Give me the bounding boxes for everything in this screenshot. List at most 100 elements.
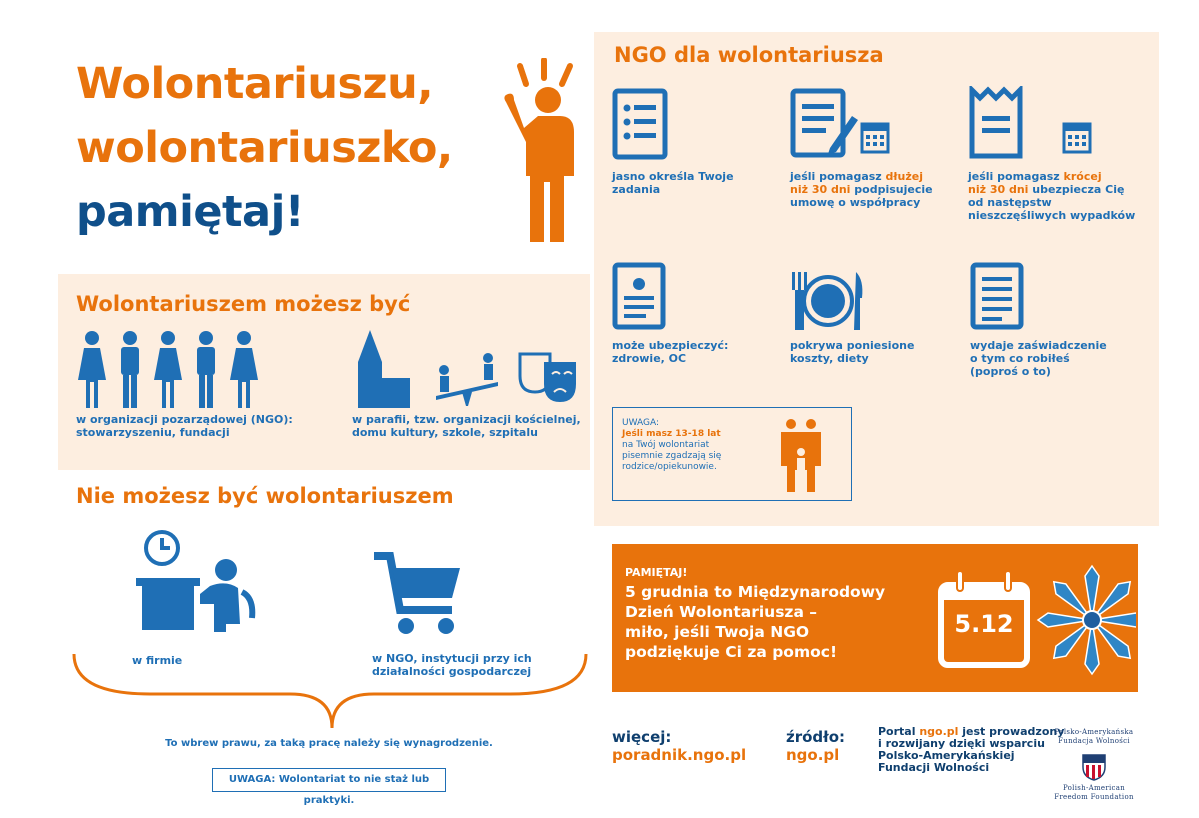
foundation-logo-pl-line-2: Fundacja Wolności xyxy=(1058,737,1130,745)
remember-line-1: 5 grudnia to Międzynarodowy xyxy=(625,583,886,601)
headline-line-3: pamiętaj! xyxy=(76,187,304,237)
more-info: więcej: poradnik.ngo.pl xyxy=(612,728,746,764)
ngo-item-insurance: jeśli pomagasz krócej niż 30 dni ubezpie… xyxy=(968,170,1135,222)
ngo-item-tasks-line-2: zadania xyxy=(612,183,661,196)
portal-info: Portal ngo.pl jest prowadzony i rozwijan… xyxy=(878,726,1064,774)
certificate-icon xyxy=(970,262,1024,330)
ngo-item-costs-line-2: koszty, diety xyxy=(790,352,869,365)
headline: Wolontariuszu, wolontariuszko, pamiętaj! xyxy=(76,52,453,244)
shopping-cart-icon xyxy=(374,552,460,634)
ngo-business-line-1: w NGO, instytucji przy ich xyxy=(372,652,532,665)
ngo-business-line-2: działalności gospodarczej xyxy=(372,665,532,678)
cannot-be-title: Nie możesz być wolontariuszem xyxy=(76,484,454,508)
ngo-item-contract-highlight: dłużej xyxy=(885,170,923,183)
remember-banner: PAMIĘTAJ! 5 grudnia to Międzynarodowy Dz… xyxy=(612,544,1138,692)
foundation-logo-en: Polish-American Freedom Foundation xyxy=(1044,784,1144,802)
ngo-item-insurance-text-c: od następstw xyxy=(968,196,1052,209)
ngo-item-insurance-text-b: ubezpiecza Cię xyxy=(1028,183,1125,196)
foundation-logo-en-line-2: Freedom Foundation xyxy=(1054,793,1134,801)
ngo-item-contract: jeśli pomagasz dłużej niż 30 dni podpisu… xyxy=(790,170,933,209)
headline-line-2: wolontariuszko, xyxy=(76,123,453,173)
minors-note-title: UWAGA: xyxy=(622,418,659,428)
more-link[interactable]: poradnik.ngo.pl xyxy=(612,746,747,764)
source-label: źródło: xyxy=(786,728,846,746)
ngo-item-certificate-line-1: wydaje zaświadczenie xyxy=(970,339,1107,352)
ngo-item-contract-text-a: jeśli pomagasz xyxy=(790,170,886,183)
theatre-masks-icon xyxy=(518,352,576,402)
ngo-item-contract-text-c: umowę o współpracy xyxy=(790,196,921,209)
ngo-item-tasks-line-1: jasno określa Twoje xyxy=(612,170,734,183)
portal-line-4: Fundacji Wolności xyxy=(878,761,990,774)
minors-note-highlight: Jeśli masz 13-18 lat xyxy=(622,429,721,439)
seesaw-icon xyxy=(436,353,498,406)
ngo-item-certificate-line-2: o tym co robiłeś xyxy=(970,352,1070,365)
remember-label: PAMIĘTAJ! xyxy=(625,566,688,579)
church-icon xyxy=(358,330,410,408)
ngo-item-insurance-text-a: jeśli pomagasz xyxy=(968,170,1064,183)
source-link[interactable]: ngo.pl xyxy=(786,746,840,764)
portal-text-a: Portal xyxy=(878,725,920,738)
ngo-item-health: może ubezpieczyć: zdrowie, OC xyxy=(612,339,728,365)
foundation-logo-pl-line-1: Polsko-Amerykańska xyxy=(1054,728,1134,736)
ngo-item-health-line-2: zdrowie, OC xyxy=(612,352,687,365)
law-note: To wbrew prawu, za taką pracę należy się… xyxy=(165,738,493,749)
minors-note-line-4: rodzice/opiekunowie. xyxy=(622,462,717,472)
brace-divider xyxy=(72,653,588,729)
office-worker-icon xyxy=(136,530,256,632)
can-be-parish-line-1: w parafii, tzw. organizacji kościelnej, xyxy=(352,413,581,426)
foundation-emblem-icon xyxy=(1082,754,1106,781)
source-info: źródło: ngo.pl xyxy=(786,728,845,764)
ngo-item-insurance-highlight: krócej xyxy=(1063,170,1102,183)
calendar-date: 5.12 xyxy=(954,610,1014,638)
volunteer-figure-icon xyxy=(504,58,574,242)
ngo-item-costs: pokrywa poniesione koszty, diety xyxy=(790,339,914,365)
ngo-panel xyxy=(594,32,1159,526)
ngo-item-tasks: jasno określa Twoje zadania xyxy=(612,170,734,196)
internship-note: UWAGA: Wolontariat to nie staż lub prakt… xyxy=(212,768,446,806)
ngo-item-insurance-text-d: nieszczęśliwych wypadków xyxy=(968,209,1136,222)
can-be-parish-text: w parafii, tzw. organizacji kościelnej, … xyxy=(352,413,581,439)
remember-text: 5 grudnia to Międzynarodowy Dzień Wolont… xyxy=(625,582,885,662)
minors-note-line-2: na Twój wolontariat xyxy=(622,440,710,450)
ngo-item-certificate: wydaje zaświadczenie o tym co robiłeś (p… xyxy=(970,339,1107,378)
contract-icon xyxy=(790,88,890,158)
portal-text-b: jest prowadzony xyxy=(958,725,1065,738)
firm-label: w firmie xyxy=(132,654,183,667)
ngo-item-costs-line-1: pokrywa poniesione xyxy=(790,339,915,352)
task-list-icon xyxy=(612,88,668,160)
ngo-item-contract-text-b: podpisujecie xyxy=(850,183,933,196)
calendar-header xyxy=(944,588,1024,600)
ngo-title: NGO dla wolontariusza xyxy=(614,43,884,67)
remember-line-2: Dzień Wolontariusza – xyxy=(625,603,818,621)
health-document-icon xyxy=(612,262,666,330)
can-be-title: Wolontariuszem możesz być xyxy=(76,292,411,316)
headline-line-1: Wolontariuszu, xyxy=(76,59,434,109)
remember-line-4: podziękuje Ci za pomoc! xyxy=(625,643,838,661)
can-be-panel xyxy=(58,274,590,470)
more-label: więcej: xyxy=(612,728,672,746)
foundation-logo-pl: Polsko-Amerykańska Fundacja Wolności xyxy=(1044,728,1144,746)
ngo-item-contract-highlight-2: niż 30 dni xyxy=(790,183,851,196)
parents-child-icon xyxy=(781,419,821,492)
portal-line-2: i rozwijany dzięki wsparciu xyxy=(878,737,1045,750)
foundation-logo-en-line-1: Polish-American xyxy=(1062,784,1126,792)
ngo-item-health-line-1: może ubezpieczyć: xyxy=(612,339,729,352)
plate-cutlery-icon xyxy=(792,272,863,330)
calendar-ring-left xyxy=(956,570,964,592)
remember-line-3: miło, jeśli Twoja NGO xyxy=(625,623,810,641)
ngo-item-insurance-highlight-2: niż 30 dni xyxy=(968,183,1029,196)
can-be-ngo-line-1: w organizacji pozarządowej (NGO): xyxy=(76,413,293,426)
portal-link[interactable]: ngo.pl xyxy=(919,725,959,738)
can-be-parish-line-2: domu kultury, szkole, szpitalu xyxy=(352,426,538,439)
portal-line-3: Polsko-Amerykańskiej xyxy=(878,749,1015,762)
insurance-document-icon xyxy=(969,86,1092,159)
minors-note-line-3: pisemnie zgadzają się xyxy=(622,451,722,461)
minors-note-box: UWAGA: Jeśli masz 13-18 lat na Twój wolo… xyxy=(612,407,852,501)
can-be-ngo-line-2: stowarzyszeniu, fundacji xyxy=(76,426,230,439)
ngo-business-text: w NGO, instytucji przy ich działalności … xyxy=(372,652,532,678)
minors-note-text: UWAGA: Jeśli masz 13-18 lat na Twój wolo… xyxy=(622,418,721,473)
calendar-ring-right xyxy=(1004,570,1012,592)
flower-icon xyxy=(1036,564,1136,676)
can-be-ngo-text: w organizacji pozarządowej (NGO): stowar… xyxy=(76,413,293,439)
calendar-icon: 5.12 xyxy=(938,582,1030,668)
